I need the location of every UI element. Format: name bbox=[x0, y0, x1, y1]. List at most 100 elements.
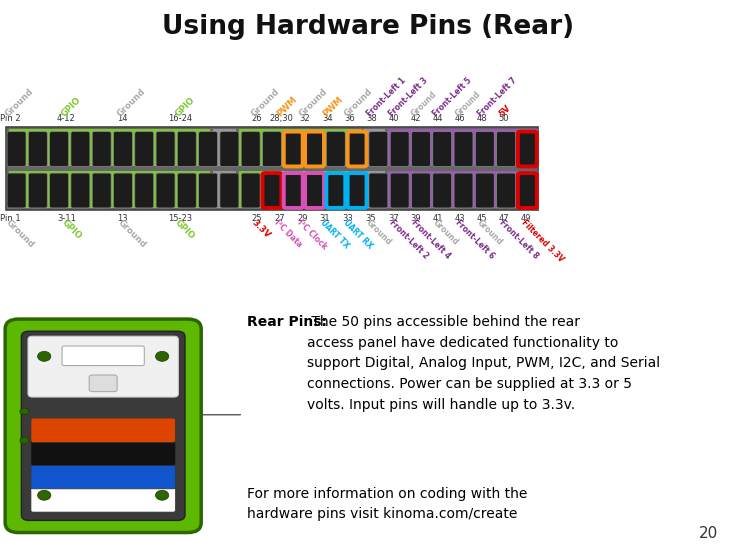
Text: Rear Pins:: Rear Pins: bbox=[247, 315, 327, 329]
Text: GPIO: GPIO bbox=[173, 96, 197, 119]
Text: For more information on coding with the
hardware pins visit kinoma.com/create: For more information on coding with the … bbox=[247, 487, 527, 521]
Bar bbox=[364, 171, 385, 208]
FancyBboxPatch shape bbox=[262, 173, 282, 208]
Text: Ground: Ground bbox=[116, 87, 147, 119]
Bar bbox=[239, 129, 361, 166]
Text: 47: 47 bbox=[499, 214, 509, 223]
Text: PWM: PWM bbox=[321, 95, 344, 119]
Text: Pin 2: Pin 2 bbox=[0, 114, 21, 123]
Circle shape bbox=[38, 491, 51, 500]
Text: 27: 27 bbox=[274, 214, 284, 223]
Text: I²C Clock: I²C Clock bbox=[296, 218, 329, 252]
Text: 44: 44 bbox=[433, 114, 443, 123]
Text: 3.3V: 3.3V bbox=[250, 218, 272, 241]
Circle shape bbox=[20, 408, 29, 415]
FancyBboxPatch shape bbox=[49, 132, 69, 166]
FancyBboxPatch shape bbox=[31, 465, 175, 489]
Circle shape bbox=[38, 351, 51, 361]
FancyBboxPatch shape bbox=[348, 132, 366, 166]
Text: UART TX: UART TX bbox=[318, 218, 351, 251]
FancyBboxPatch shape bbox=[390, 132, 409, 166]
Text: 16-24: 16-24 bbox=[168, 114, 192, 123]
Text: 5V: 5V bbox=[497, 104, 513, 119]
FancyBboxPatch shape bbox=[28, 336, 178, 397]
Text: 29: 29 bbox=[297, 214, 307, 223]
Text: GPIO: GPIO bbox=[60, 218, 83, 242]
FancyBboxPatch shape bbox=[348, 173, 366, 208]
FancyBboxPatch shape bbox=[475, 173, 495, 208]
Text: Ground: Ground bbox=[298, 87, 329, 119]
Text: 45: 45 bbox=[477, 214, 487, 223]
FancyBboxPatch shape bbox=[241, 173, 260, 208]
Bar bbox=[9, 171, 210, 208]
Text: 48: 48 bbox=[477, 114, 487, 123]
Text: 43: 43 bbox=[455, 214, 465, 223]
Text: 40: 40 bbox=[388, 114, 399, 123]
FancyBboxPatch shape bbox=[262, 132, 282, 166]
FancyBboxPatch shape bbox=[241, 132, 260, 166]
FancyBboxPatch shape bbox=[31, 441, 175, 466]
Text: 28,30: 28,30 bbox=[270, 114, 293, 123]
Text: 25: 25 bbox=[251, 214, 262, 223]
FancyBboxPatch shape bbox=[178, 173, 196, 208]
FancyBboxPatch shape bbox=[62, 346, 144, 366]
Circle shape bbox=[156, 351, 169, 361]
Text: Front-Left 1: Front-Left 1 bbox=[365, 76, 408, 119]
Text: Ground: Ground bbox=[343, 87, 374, 119]
Bar bbox=[213, 171, 236, 208]
Text: 20: 20 bbox=[699, 526, 719, 541]
Text: UART RX: UART RX bbox=[341, 218, 374, 251]
Text: Front-Left 3: Front-Left 3 bbox=[387, 76, 430, 119]
Text: 38: 38 bbox=[366, 114, 377, 123]
Text: Using Hardware Pins (Rear): Using Hardware Pins (Rear) bbox=[162, 14, 575, 40]
FancyBboxPatch shape bbox=[71, 173, 90, 208]
Bar bbox=[213, 129, 236, 166]
Text: Front-Left 2: Front-Left 2 bbox=[387, 218, 430, 261]
FancyBboxPatch shape bbox=[433, 132, 452, 166]
Text: 33: 33 bbox=[343, 214, 353, 223]
Text: 4-12: 4-12 bbox=[57, 114, 76, 123]
FancyBboxPatch shape bbox=[21, 331, 185, 520]
FancyBboxPatch shape bbox=[135, 132, 154, 166]
Bar bbox=[9, 129, 210, 166]
FancyBboxPatch shape bbox=[156, 132, 175, 166]
FancyBboxPatch shape bbox=[113, 132, 133, 166]
Text: 13: 13 bbox=[117, 214, 128, 223]
FancyBboxPatch shape bbox=[284, 132, 303, 166]
Text: Ground: Ground bbox=[4, 218, 35, 250]
Text: 31: 31 bbox=[320, 214, 330, 223]
FancyBboxPatch shape bbox=[284, 173, 303, 208]
FancyBboxPatch shape bbox=[305, 173, 324, 208]
FancyBboxPatch shape bbox=[29, 132, 47, 166]
Text: Ground: Ground bbox=[431, 218, 461, 247]
Text: 41: 41 bbox=[433, 214, 443, 223]
Text: Front-Left 8: Front-Left 8 bbox=[497, 218, 540, 261]
Text: Front-Left 7: Front-Left 7 bbox=[475, 76, 518, 119]
Text: Pin 1: Pin 1 bbox=[0, 214, 21, 223]
FancyBboxPatch shape bbox=[113, 173, 133, 208]
Text: 14: 14 bbox=[117, 114, 128, 123]
Text: Ground: Ground bbox=[250, 87, 282, 119]
Text: Ground: Ground bbox=[116, 218, 147, 250]
FancyBboxPatch shape bbox=[411, 132, 430, 166]
FancyBboxPatch shape bbox=[92, 173, 111, 208]
Text: Ground: Ground bbox=[453, 90, 483, 119]
Text: 15-23: 15-23 bbox=[168, 214, 192, 223]
FancyBboxPatch shape bbox=[390, 173, 409, 208]
Text: 46: 46 bbox=[455, 114, 465, 123]
FancyBboxPatch shape bbox=[497, 173, 515, 208]
FancyBboxPatch shape bbox=[49, 173, 69, 208]
Text: 26: 26 bbox=[251, 114, 262, 123]
FancyBboxPatch shape bbox=[433, 173, 452, 208]
FancyBboxPatch shape bbox=[135, 173, 154, 208]
FancyBboxPatch shape bbox=[518, 132, 537, 166]
FancyBboxPatch shape bbox=[178, 132, 196, 166]
FancyBboxPatch shape bbox=[7, 173, 26, 208]
Text: 37: 37 bbox=[388, 214, 399, 223]
FancyBboxPatch shape bbox=[454, 173, 473, 208]
Circle shape bbox=[156, 491, 169, 500]
FancyBboxPatch shape bbox=[220, 132, 239, 166]
Text: 35: 35 bbox=[366, 214, 376, 223]
FancyBboxPatch shape bbox=[369, 173, 388, 208]
Text: Ground: Ground bbox=[475, 218, 505, 247]
